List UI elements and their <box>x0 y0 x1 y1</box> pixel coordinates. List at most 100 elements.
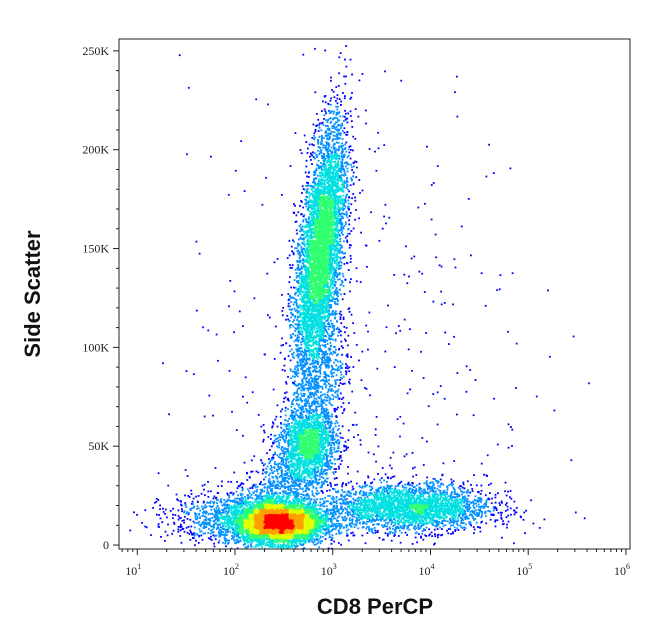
scatter-point <box>243 540 246 543</box>
scatter-point <box>264 503 267 506</box>
scatter-point <box>299 511 302 513</box>
scatter-point <box>321 510 324 513</box>
scatter-point <box>263 542 265 545</box>
scatter-point <box>285 546 288 549</box>
scatter-point <box>225 525 228 528</box>
scatter-point <box>240 536 243 539</box>
scatter-point <box>258 543 261 546</box>
scatter-point <box>291 543 294 545</box>
scatter-point <box>331 534 334 536</box>
scatter-point <box>265 541 268 544</box>
scatter-point <box>237 539 240 542</box>
scatter-point <box>331 524 333 526</box>
scatter-point <box>306 523 308 526</box>
scatter-point <box>274 546 276 548</box>
scatter-point <box>235 529 238 532</box>
scatter-point <box>313 543 316 546</box>
scatter-point <box>311 536 314 539</box>
scatter-point <box>298 537 301 539</box>
scatter-point <box>216 520 219 522</box>
scatter-point <box>313 495 316 498</box>
scatter-point <box>315 543 317 546</box>
scatter-point <box>313 532 316 535</box>
scatter-point <box>278 540 281 542</box>
scatter-point <box>303 526 306 529</box>
scatter-point <box>256 502 259 505</box>
scatter-point <box>315 526 317 529</box>
scatter-point <box>248 512 250 515</box>
scatter-point <box>284 544 287 547</box>
scatter-point <box>236 508 239 511</box>
scatter-point <box>295 543 298 545</box>
scatter-point <box>276 509 279 512</box>
scatter-point <box>315 532 317 534</box>
scatter-point <box>287 508 290 511</box>
scatter-point <box>297 495 299 497</box>
scatter-point <box>258 542 261 544</box>
scatter-point <box>303 542 306 544</box>
scatter-point <box>312 523 315 526</box>
scatter-point <box>314 499 317 502</box>
scatter-point <box>324 520 327 523</box>
scatter-point <box>319 501 321 504</box>
scatter-point <box>318 529 321 532</box>
scatter-point <box>238 524 240 527</box>
scatter-point <box>287 545 290 548</box>
scatter-points <box>129 45 590 550</box>
scatter-point <box>317 504 320 506</box>
scatter-point <box>320 516 322 519</box>
scatter-point <box>291 533 294 536</box>
scatter-point <box>317 516 320 518</box>
scatter-point <box>295 508 297 510</box>
scatter-point <box>235 535 238 538</box>
scatter-point <box>257 545 259 547</box>
scatter-point <box>330 536 333 539</box>
scatter-point <box>290 544 293 547</box>
scatter-point <box>303 506 305 509</box>
scatter-point <box>311 503 314 506</box>
scatter-point <box>253 535 256 538</box>
scatter-point <box>271 538 273 540</box>
scatter-point <box>319 531 322 534</box>
scatter-point <box>302 503 305 505</box>
scatter-point <box>261 543 264 546</box>
scatter-point <box>304 536 307 538</box>
scatter-point <box>286 544 289 547</box>
scatter-point <box>326 518 329 521</box>
scatter-point <box>242 537 244 540</box>
scatter-point <box>268 544 271 547</box>
scatter-point <box>307 511 309 514</box>
scatter-point <box>247 540 250 543</box>
scatter-point <box>236 532 238 535</box>
scatter-point <box>316 528 318 530</box>
scatter-point <box>301 530 304 533</box>
scatter-point <box>296 533 299 536</box>
scatter-point <box>273 536 276 539</box>
scatter-point <box>272 545 274 547</box>
scatter-point <box>233 539 236 542</box>
scatter-point <box>260 500 263 502</box>
scatter-point <box>229 530 232 533</box>
scatter-point <box>264 531 267 533</box>
scatter-point <box>316 542 319 545</box>
scatter-point <box>289 545 292 548</box>
scatter-point <box>295 539 298 541</box>
scatter-point <box>246 502 249 505</box>
scatter-point <box>256 533 259 535</box>
scatter-point <box>292 498 294 501</box>
scatter-point <box>276 505 279 508</box>
scatter-point <box>317 538 320 541</box>
scatter-point <box>268 545 271 548</box>
scatter-point <box>339 526 342 529</box>
scatter-point <box>304 539 307 542</box>
scatter-point <box>282 545 284 548</box>
scatter-point <box>324 534 327 536</box>
scatter-point <box>303 507 306 510</box>
scatter-point <box>330 530 333 533</box>
scatter-point <box>296 545 298 548</box>
scatter-point <box>274 544 276 546</box>
scatter-point <box>231 535 233 537</box>
scatter-point <box>274 498 276 501</box>
scatter-point <box>230 547 233 550</box>
scatter-point <box>316 530 318 533</box>
